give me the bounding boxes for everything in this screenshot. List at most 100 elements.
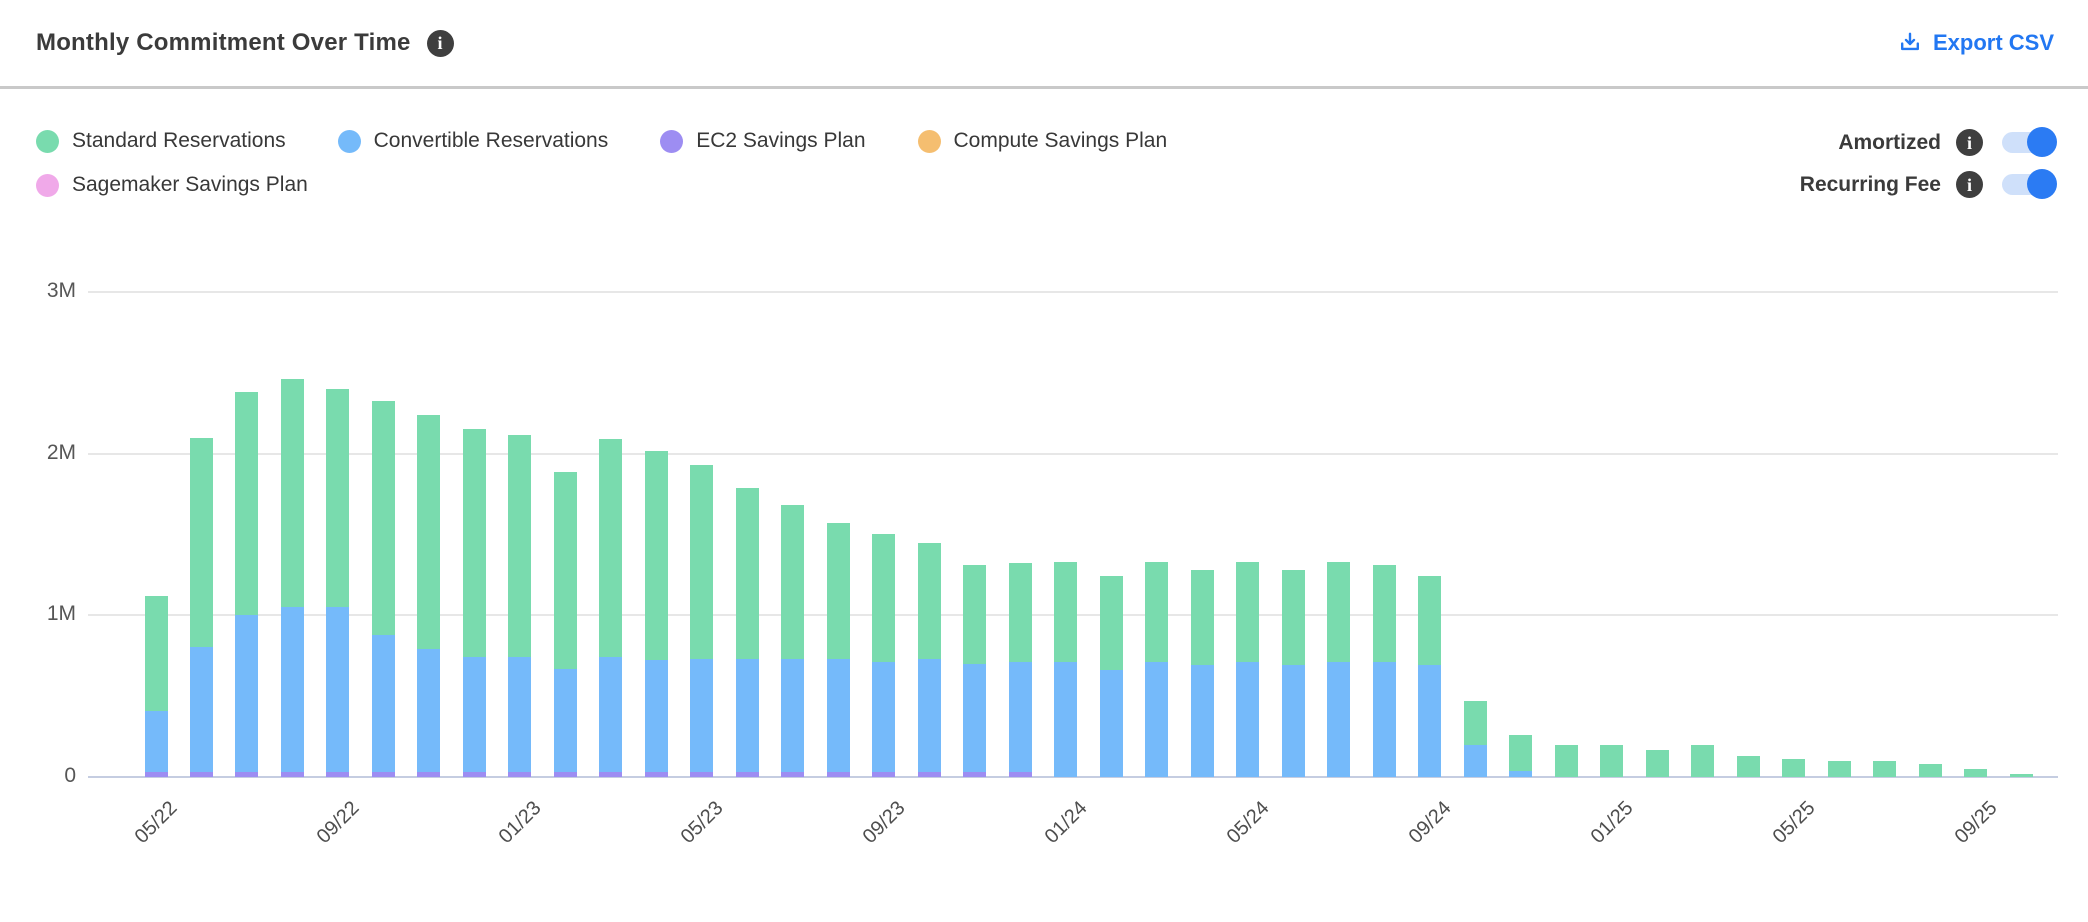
title-info-icon[interactable]: i	[426, 29, 454, 57]
bar-segment-convertible-reservations	[372, 635, 395, 772]
bar-06-24[interactable]	[1282, 570, 1305, 777]
bar-segment-standard-reservations	[2010, 774, 2033, 777]
bar-segment-convertible-reservations	[326, 607, 349, 772]
bar-11-24[interactable]	[1509, 735, 1532, 777]
y-axis-tick-label: 1M	[46, 602, 76, 625]
bar-07-25[interactable]	[1873, 761, 1896, 777]
bar-segment-convertible-reservations	[554, 669, 577, 772]
amortized-toggle-row: Amortized i	[1838, 127, 2058, 157]
bar-segment-standard-reservations	[1054, 562, 1077, 662]
bar-10-24[interactable]	[1464, 701, 1487, 777]
bar-05-24[interactable]	[1236, 562, 1259, 777]
bar-07-24[interactable]	[1327, 562, 1350, 777]
bar-segment-convertible-reservations	[1009, 662, 1032, 772]
bar-segment-standard-reservations	[1691, 745, 1714, 777]
bar-09-24[interactable]	[1418, 576, 1441, 777]
bar-11-22[interactable]	[417, 415, 440, 777]
toggle-knob	[2027, 127, 2057, 157]
panel-header: Monthly Commitment Over Time i Export CS…	[0, 0, 2088, 86]
bar-segment-standard-reservations	[1145, 562, 1168, 662]
bar-07-23[interactable]	[781, 505, 804, 777]
bar-segment-standard-reservations	[1236, 562, 1259, 662]
legend-row: Sagemaker Savings Plan	[36, 173, 1167, 197]
bar-segment-standard-reservations	[235, 392, 258, 615]
legend-item-standard-reservations[interactable]: Standard Reservations	[36, 129, 286, 153]
bar-segment-standard-reservations	[1555, 745, 1578, 777]
bar-segment-ec2-savings-plan	[235, 772, 258, 777]
bar-01-24[interactable]	[1054, 562, 1077, 777]
bar-12-23[interactable]	[1009, 563, 1032, 777]
amortized-toggle[interactable]	[2002, 127, 2057, 157]
bar-01-25[interactable]	[1600, 745, 1623, 777]
x-axis-tick-label: 09/24	[1404, 797, 1456, 848]
bar-segment-convertible-reservations	[918, 659, 941, 772]
bar-segment-ec2-savings-plan	[781, 772, 804, 777]
legend-item-compute-savings-plan[interactable]: Compute Savings Plan	[917, 129, 1167, 153]
legend-item-label: Convertible Reservations	[373, 129, 609, 152]
bar-segment-convertible-reservations	[1054, 662, 1077, 777]
bar-04-25[interactable]	[1737, 756, 1760, 777]
bar-04-23[interactable]	[645, 451, 668, 777]
bar-11-23[interactable]	[963, 565, 986, 777]
bar-segment-ec2-savings-plan	[963, 772, 986, 777]
bar-05-22[interactable]	[145, 596, 168, 777]
bar-02-24[interactable]	[1100, 576, 1123, 777]
bar-segment-convertible-reservations	[1145, 662, 1168, 777]
bar-05-25[interactable]	[1782, 759, 1805, 777]
legend-item-sagemaker-savings-plan[interactable]: Sagemaker Savings Plan	[36, 173, 308, 197]
bar-segment-standard-reservations	[281, 379, 304, 607]
legend-item-convertible-reservations[interactable]: Convertible Reservations	[337, 129, 609, 153]
bar-09-25[interactable]	[1964, 769, 1987, 777]
bar-09-23[interactable]	[872, 534, 895, 777]
bar-07-22[interactable]	[235, 392, 258, 777]
bar-08-24[interactable]	[1373, 565, 1396, 777]
header-divider	[0, 86, 2088, 89]
bar-10-23[interactable]	[918, 543, 941, 777]
bar-06-25[interactable]	[1828, 761, 1851, 777]
bar-segment-convertible-reservations	[190, 647, 213, 772]
bar-02-25[interactable]	[1646, 750, 1669, 777]
bar-06-23[interactable]	[736, 488, 759, 777]
bar-segment-standard-reservations	[417, 415, 440, 649]
bar-segment-ec2-savings-plan	[736, 772, 759, 777]
recurring-fee-info-icon[interactable]: i	[1956, 171, 1983, 198]
bar-03-24[interactable]	[1145, 562, 1168, 777]
bar-06-22[interactable]	[190, 438, 213, 777]
bar-segment-ec2-savings-plan	[372, 772, 395, 777]
bar-12-22[interactable]	[463, 429, 486, 777]
bar-segment-convertible-reservations	[1282, 665, 1305, 777]
recurring-fee-toggle[interactable]	[2002, 169, 2057, 199]
bar-08-25[interactable]	[1919, 764, 1942, 777]
bar-08-23[interactable]	[827, 523, 850, 777]
bar-08-22[interactable]	[281, 379, 304, 777]
bar-segment-convertible-reservations	[690, 659, 713, 772]
bar-02-23[interactable]	[554, 472, 577, 777]
bar-segment-convertible-reservations	[1464, 745, 1487, 777]
x-axis-tick-label: 05/25	[1768, 797, 1820, 848]
bar-segment-convertible-reservations	[1191, 665, 1214, 777]
legend-item-ec2-savings-plan[interactable]: EC2 Savings Plan	[660, 129, 866, 153]
bar-10-25[interactable]	[2010, 774, 2033, 777]
export-csv-label: Export CSV	[1932, 30, 2054, 55]
bar-segment-standard-reservations	[645, 451, 668, 660]
download-icon	[1897, 30, 1923, 56]
bar-segment-standard-reservations	[326, 389, 349, 607]
bar-segment-standard-reservations	[190, 438, 213, 647]
bar-10-22[interactable]	[372, 401, 395, 777]
bar-03-23[interactable]	[599, 439, 622, 777]
bar-03-25[interactable]	[1691, 745, 1714, 777]
export-csv-button[interactable]: Export CSV	[1897, 30, 2054, 56]
amortized-info-icon[interactable]: i	[1956, 129, 1983, 156]
bar-09-22[interactable]	[326, 389, 349, 777]
bar-segment-ec2-savings-plan	[554, 772, 577, 777]
bar-segment-standard-reservations	[1191, 570, 1214, 665]
bar-01-23[interactable]	[508, 435, 531, 777]
y-axis-tick-label: 2M	[46, 441, 76, 464]
bar-12-24[interactable]	[1555, 745, 1578, 777]
bar-segment-ec2-savings-plan	[145, 772, 168, 777]
bar-segment-convertible-reservations	[827, 659, 850, 772]
bar-05-23[interactable]	[690, 465, 713, 777]
bar-segment-standard-reservations	[1828, 761, 1851, 777]
bar-04-24[interactable]	[1191, 570, 1214, 777]
bar-segment-standard-reservations	[918, 543, 941, 659]
